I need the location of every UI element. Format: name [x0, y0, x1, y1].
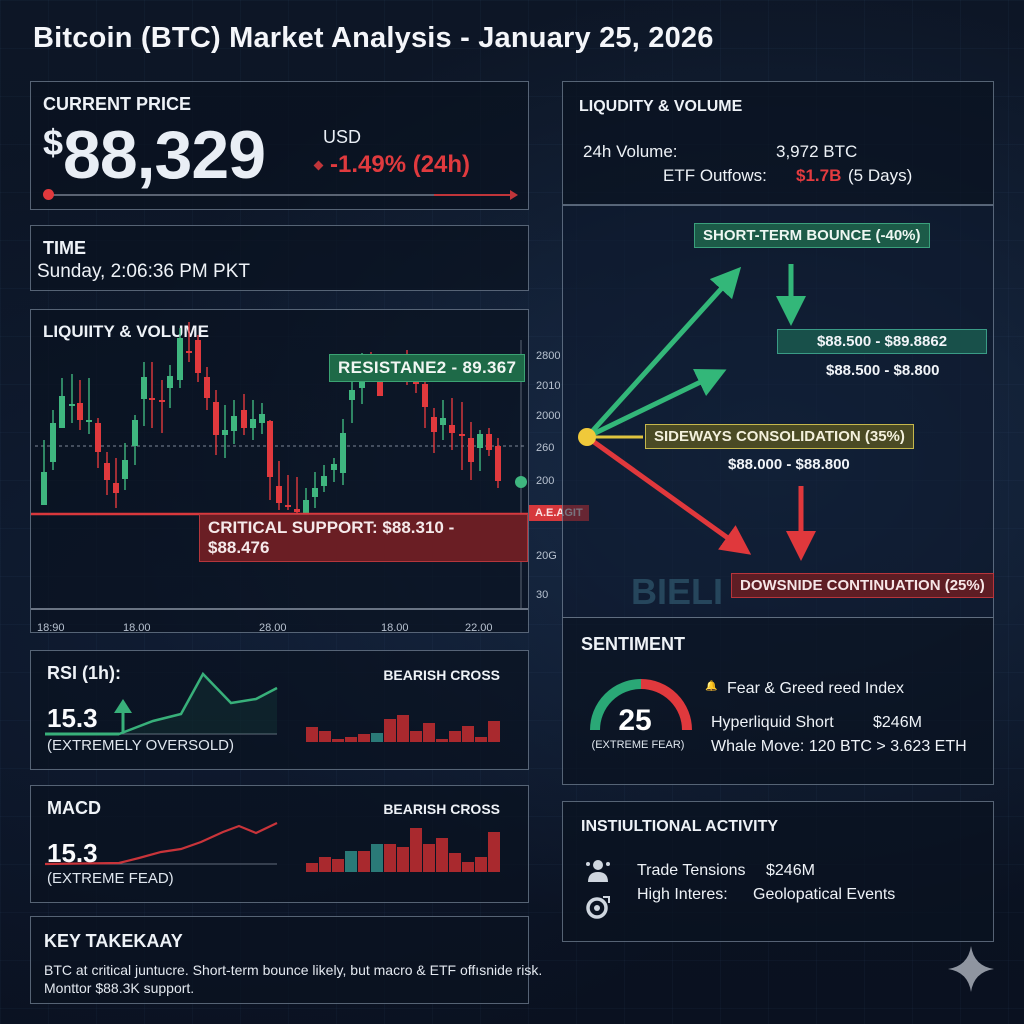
macd-status: (EXTREME FEAD): [47, 870, 174, 887]
y-tick: 2010: [536, 380, 561, 392]
resistance-label: RESISTANE2 - 89.367: [329, 354, 526, 382]
price-chart-panel: LIQUIITY & VOLUME RESISTANE2 - 89.367 CR…: [30, 309, 589, 634]
time-value: Sunday, 2:06:36 PM PKT: [37, 261, 250, 282]
sideways-range: $88.000 - $88.800: [728, 456, 850, 473]
downside-scenario-label: DOWSNIDE CONTINUATION (25%): [731, 573, 994, 598]
x-tick: 22.00: [465, 622, 493, 634]
arrow-right-icon: [510, 190, 518, 200]
support-label: CRITICAL SUPPORT: $88.310 - $88.476: [199, 514, 528, 562]
sideways-scenario-label: SIDEWAYS CONSOLIDATION (35%): [645, 424, 914, 449]
rsi-title: RSI (1h):: [47, 663, 121, 683]
volume-label: 24h Volume:: [583, 142, 678, 161]
down-diamond-icon: [313, 160, 324, 170]
gauge-label: (EXTREME FEAR): [591, 739, 685, 751]
scenario-panel: BIELI SHORT-TERM BOUNCE (-40%) $88.500 -…: [562, 205, 994, 618]
time-panel: TIME Sunday, 2:06:36 PM PKT: [30, 225, 529, 291]
downside-arrow: [585, 434, 752, 555]
bg-text: BIELI: [631, 571, 723, 612]
macd-panel: MACD 15.3 (EXTREME FEAD) BEARISH CROSS: [30, 785, 529, 903]
trade-tensions-label: Trade Tensions: [637, 862, 746, 879]
gauge-value: 25: [618, 704, 652, 737]
takeaway-text: BTC at critical juntucre. Short-term bou…: [44, 962, 543, 996]
fear-greed-gauge: [590, 679, 692, 731]
macd-title: MACD: [47, 798, 101, 818]
users-icon: [586, 860, 610, 882]
high-interest-label: High Interes:: [637, 886, 728, 903]
price-trend-line: [43, 189, 518, 200]
scenario-arrows: BIELI: [578, 264, 816, 612]
current-price-marker: [515, 476, 527, 488]
macd-value: 15.3: [47, 838, 98, 868]
bounce-scenario-label: SHORT-TERM BOUNCE (-40%): [694, 223, 930, 248]
price-change: -1.49% (24h): [313, 151, 471, 179]
current-price-panel: CURRENT PRICE $ 88,329 USD -1.49% (24h): [30, 81, 529, 210]
sentiment-panel: SENTIMENT 25 (EXTREME FEAR) 🔔 Fear & Gre…: [562, 617, 994, 785]
y-tick: 2000: [536, 410, 561, 422]
x-tick: 18:90: [37, 622, 65, 634]
rsi-chart: [45, 671, 500, 742]
currency-code: USD: [323, 127, 362, 147]
macd-cross-label: BEARISH CROSS: [383, 801, 500, 817]
short-label: Hyperliquid Short: [711, 714, 834, 731]
rsi-value: 15.3: [47, 703, 98, 733]
currency-symbol: $: [43, 122, 64, 163]
sentiment-title: SENTIMENT: [581, 634, 686, 654]
price-value: 88,329: [63, 117, 266, 193]
bounce-range-box: $88.500 - $89.8862: [777, 329, 987, 354]
origin-node: [578, 428, 596, 446]
liquidity-panel: LIQUDITY & VOLUME 24h Volume: 3,972 BTC …: [562, 81, 994, 205]
x-tick: 18.00: [123, 622, 151, 634]
target-icon: [586, 896, 610, 919]
time-label: TIME: [43, 238, 86, 258]
bell-icon: 🔔: [705, 681, 718, 692]
chart-title: LIQUIITY & VOLUME: [43, 322, 209, 341]
takeaway-title: KEY TAKEKAAY: [44, 931, 183, 951]
x-axis: [31, 608, 528, 610]
page-title: Bitcoin (BTC) Market Analysis - January …: [33, 22, 714, 54]
etf-value: $1.7B: [796, 166, 842, 185]
y-tick: 30: [536, 589, 549, 601]
etf-label: ETF Outfows:: [663, 166, 767, 185]
fear-greed-label: Fear & Greed reed Index: [727, 680, 904, 697]
price-change-value: -1.49% (24h): [330, 151, 471, 178]
institutional-title: INSTIULTIONAL ACTIVITY: [581, 818, 779, 835]
etf-period: (5 Days): [848, 166, 913, 185]
bounce-arrow-2: [585, 369, 727, 440]
whale-move: Whale Move: 120 BTC > 3.623 ETH: [711, 738, 967, 755]
bounce-arrow: [585, 266, 742, 439]
rsi-cross-label: BEARISH CROSS: [383, 667, 500, 683]
high-interest-value: Geolopatical Events: [753, 886, 896, 903]
trade-tensions-value: $246M: [766, 862, 815, 879]
y-tick: 2800: [536, 350, 561, 362]
key-takeaway-panel: KEY TAKEKAAY BTC at critical juntucre. S…: [30, 916, 542, 1004]
rsi-status: (EXTREMELY OVERSOLD): [47, 737, 234, 754]
bounce-range: $88.500 - $8.800: [826, 362, 940, 379]
liquidity-title: LIQUDITY & VOLUME: [579, 98, 743, 115]
price-dot-icon: [43, 189, 54, 200]
x-tick: 18.00: [381, 622, 409, 634]
volume-value: 3,972 BTC: [776, 142, 858, 161]
macd-chart: [44, 822, 500, 872]
rsi-panel: RSI (1h): 15.3 (EXTREMELY OVERSOLD) BEAR…: [30, 650, 529, 770]
trend-segment: [434, 194, 514, 196]
current-price-label: CURRENT PRICE: [43, 94, 192, 114]
x-tick: 28.00: [259, 622, 287, 634]
y-tick: 260: [536, 442, 555, 454]
y-tick: 20G: [536, 550, 557, 562]
price-display: $ 88,329: [43, 116, 266, 194]
candles: [41, 322, 501, 520]
sparkle-icon: [948, 946, 994, 992]
institutional-panel: INSTIULTIONAL ACTIVITY Trade Tensions $2…: [562, 801, 994, 942]
short-value: $246M: [873, 714, 922, 731]
y-tick: 200: [536, 475, 555, 487]
